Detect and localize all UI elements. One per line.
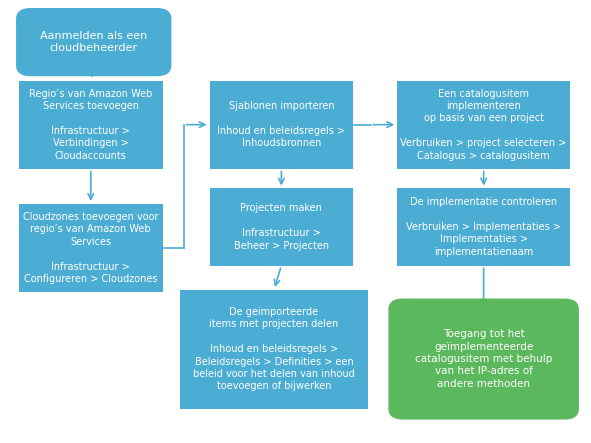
Text: De geimporteerde
items met projecten delen

Inhoud en beleidsregels >
Beleidsreg: De geimporteerde items met projecten del… [193,307,355,391]
Bar [19,81,163,169]
Text: Regio’s van Amazon Web
Services toevoegen

Infrastructuur >
Verbindingen >
Cloud: Regio’s van Amazon Web Services toevoege… [29,89,152,161]
Bar [210,81,353,169]
Text: De implementatie controleren

Verbruiken > Implementaties >
Implementaties >
imp: De implementatie controleren Verbruiken … [406,197,561,257]
Text: Toegang tot het
geïmplementeerde
catalogusitem met behulp
van het IP-adres of
an: Toegang tot het geïmplementeerde catalog… [415,329,553,389]
FancyBboxPatch shape [16,8,171,76]
Bar [180,290,368,408]
Text: Sjablonen importeren

Inhoud en beleidsregels >
Inhoudsbronnen: Sjablonen importeren Inhoud en beleidsre… [217,101,345,148]
Text: Aanmelden als een
cloudbeheerder: Aanmelden als een cloudbeheerder [40,31,147,53]
Text: Cloudzones toevoegen voor
regio’s van Amazon Web
Services

Infrastructuur >
Conf: Cloudzones toevoegen voor regio’s van Am… [23,212,158,284]
Bar [397,188,570,265]
FancyBboxPatch shape [388,299,579,420]
Bar [397,81,570,169]
Text: Een catalogusitem
implementeren
op basis van een project

Verbruiken > project s: Een catalogusitem implementeren op basis… [401,89,567,161]
Bar [210,188,353,265]
Bar [19,204,163,292]
Text: Projecten maken

Infrastructuur >
Beheer > Projecten: Projecten maken Infrastructuur > Beheer … [234,203,329,251]
